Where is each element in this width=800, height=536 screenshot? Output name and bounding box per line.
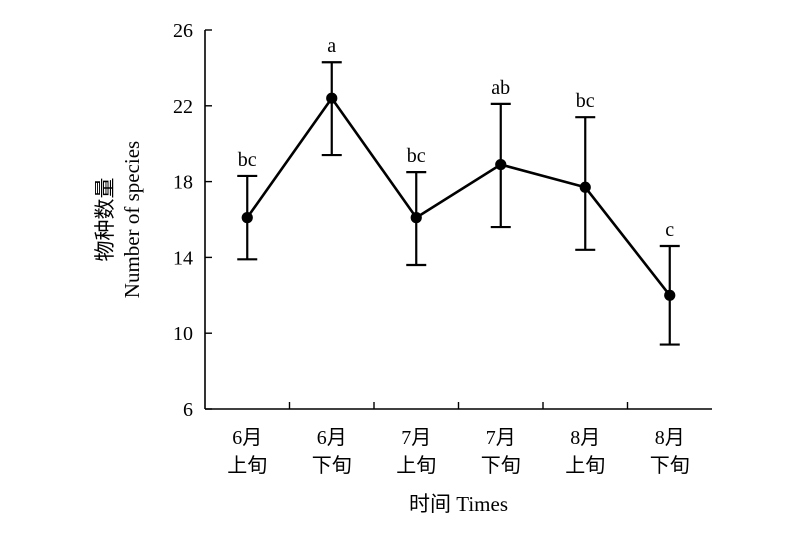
data-point [495, 158, 507, 171]
significance-label: bc [576, 90, 595, 112]
x-tick-label-line: 6月 [232, 427, 262, 449]
significance-label: bc [238, 149, 257, 171]
y-axis-title-english: Number of species [120, 141, 144, 298]
x-tick-label-line: 8月 [570, 427, 600, 449]
data-point [664, 289, 676, 301]
series-line-group: bc a bc ab bc c [237, 35, 680, 346]
data-point [326, 92, 338, 104]
x-tick-label-line: 7月 [486, 427, 516, 449]
y-tick-label: 18 [173, 172, 193, 194]
x-tick-label-line: 上旬 [227, 454, 267, 477]
data-point [579, 181, 591, 193]
series-line [246, 95, 671, 297]
y-tick-label: 26 [173, 20, 193, 42]
x-tick-label-line: 下旬 [481, 454, 521, 477]
x-tick-label-line: 上旬 [396, 454, 436, 477]
y-tick-label: 10 [173, 323, 193, 345]
labels-group: 时间 Times 物种数量 Number of species [93, 141, 508, 516]
x-axis-title: 时间 Times [409, 492, 508, 516]
x-tick-label-line: 6月 [317, 427, 347, 449]
data-point [241, 212, 253, 224]
y-tick-label: 22 [173, 96, 193, 118]
x-tick-label-line: 7月 [401, 427, 431, 449]
y-axis-title-chinese: 物种数量 [93, 178, 117, 262]
y-tick-label: 6 [183, 399, 193, 421]
error-bar [321, 61, 342, 157]
x-tick-label-line: 8月 [655, 427, 685, 449]
x-tick-label-line: 上旬 [565, 454, 605, 477]
significance-label: c [665, 219, 674, 241]
x-tick-label-line: 下旬 [650, 454, 690, 477]
data-point [410, 212, 422, 224]
x-tick-label-line: 下旬 [312, 454, 352, 477]
significance-label: a [327, 35, 336, 57]
y-tick-label: 14 [173, 247, 193, 269]
significance-label: bc [407, 145, 426, 167]
significance-label: ab [491, 77, 510, 99]
